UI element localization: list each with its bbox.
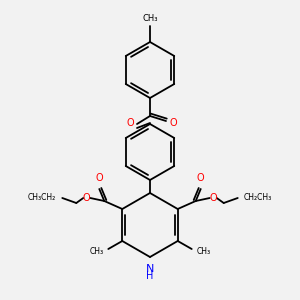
Text: CH₂CH₃: CH₂CH₃ — [244, 194, 272, 202]
Text: CH₃: CH₃ — [142, 14, 158, 23]
Text: O: O — [169, 118, 177, 128]
Text: CH₃: CH₃ — [89, 247, 103, 256]
Text: N: N — [146, 264, 154, 274]
Text: H: H — [146, 271, 154, 281]
Text: O: O — [210, 193, 218, 203]
Text: O: O — [82, 193, 90, 203]
Text: O: O — [126, 118, 134, 128]
Text: O: O — [197, 173, 205, 183]
Text: O: O — [95, 173, 103, 183]
Text: CH₃: CH₃ — [197, 247, 211, 256]
Text: CH₃CH₂: CH₃CH₂ — [28, 194, 56, 202]
